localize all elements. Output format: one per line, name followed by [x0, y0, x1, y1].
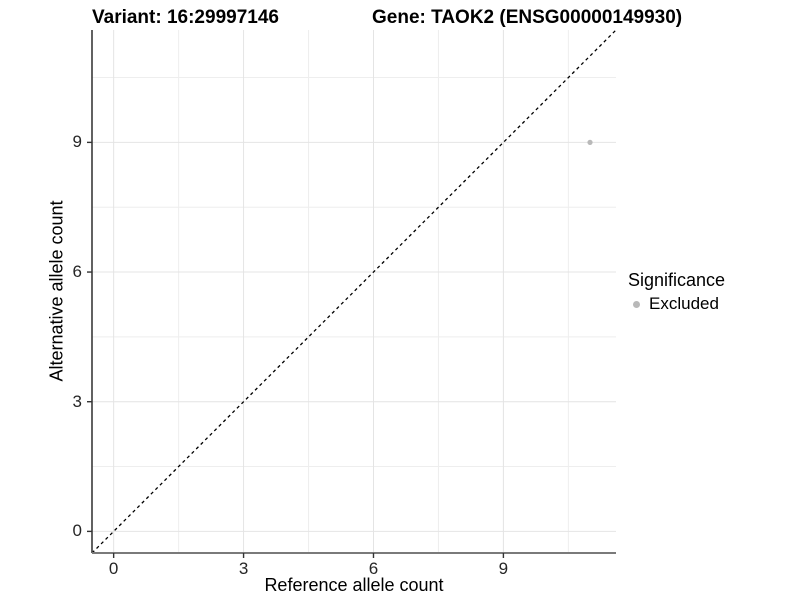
legend-entry-label: Excluded [649, 294, 719, 313]
x-tick-label: 0 [108, 559, 119, 578]
legend-key-dot-icon [633, 300, 640, 308]
x-axis-title: Reference allele count [264, 575, 444, 595]
x-tick-label: 3 [238, 559, 249, 578]
y-tick-label: 9 [72, 132, 82, 152]
legend-entry: Excluded [628, 294, 725, 314]
y-tick-label: 3 [72, 391, 82, 411]
variant-title: Variant: 16:29997146 [92, 7, 279, 28]
y-tick-label: 6 [72, 262, 82, 282]
plot-panel [87, 29, 617, 558]
y-axis-title: Alternative allele count [46, 200, 67, 382]
legend-title: Significance [628, 270, 726, 290]
identity-reference-line [91, 29, 617, 554]
x-tick-label: 6 [368, 559, 379, 578]
legend: Significance Excluded [628, 270, 725, 314]
plot-area [87, 29, 617, 558]
y-tick-label: 0 [72, 521, 82, 541]
data-point [587, 139, 593, 145]
x-tick-label: 9 [498, 559, 509, 578]
gene-title: Gene: TAOK2 (ENSG00000149930) [372, 7, 683, 28]
